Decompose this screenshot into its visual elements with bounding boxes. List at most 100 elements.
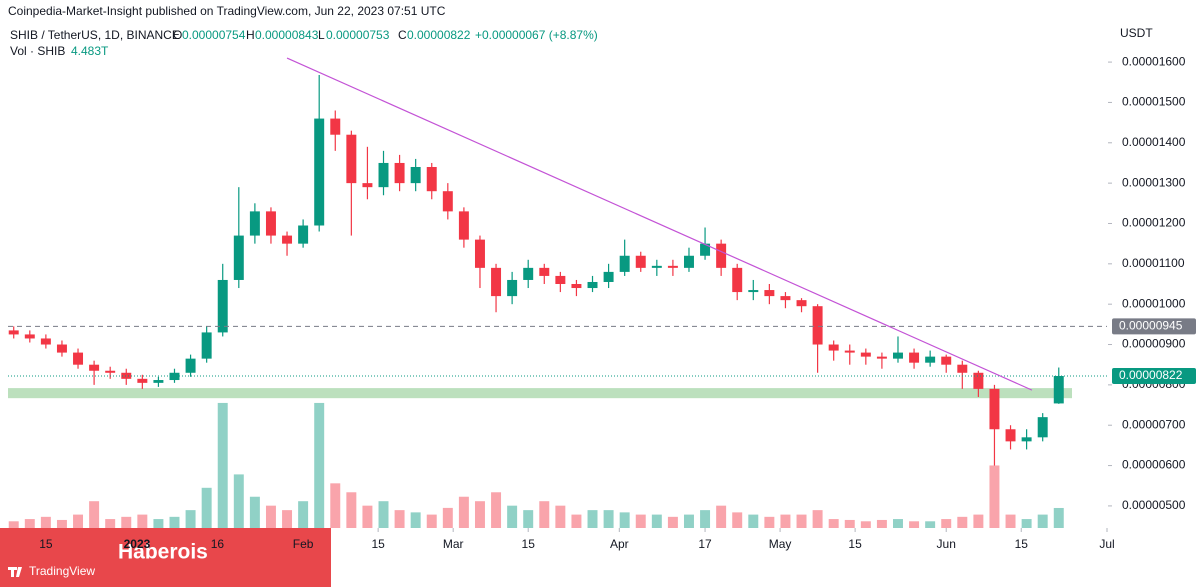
volume-bar: [989, 465, 1000, 528]
x-tick-label: Jun: [937, 537, 956, 551]
volume-bar: [346, 492, 357, 528]
x-tick-label: Mar: [443, 537, 464, 551]
y-tick-label: 0.00000700: [1122, 417, 1186, 431]
candle-body: [169, 372, 180, 381]
volume-bar: [249, 496, 260, 528]
open-label: O: [173, 28, 182, 42]
candle-body: [876, 356, 887, 359]
volume-label: Vol · SHIB: [10, 44, 65, 58]
candle-body: [442, 191, 453, 212]
volume-bar: [539, 501, 550, 528]
y-tick-label: 0.00001300: [1122, 175, 1186, 189]
volume-bar: [201, 487, 212, 528]
volume-bar: [716, 505, 727, 528]
volume-bar: [893, 519, 903, 528]
candle-body: [217, 279, 228, 333]
candle-body: [233, 235, 244, 280]
trendline: [286, 57, 1033, 391]
volume-bar: [635, 514, 646, 528]
volume-bar: [105, 519, 116, 528]
candle-body: [394, 162, 405, 184]
candle-body: [185, 358, 196, 373]
x-tick-label: 2023: [124, 537, 151, 551]
volume-bar: [619, 512, 630, 528]
candle-body: [458, 211, 469, 240]
candle-body: [265, 211, 276, 236]
candle-body: [474, 239, 485, 268]
candle-body: [716, 243, 727, 268]
price-badge-label: 0.00000945: [1119, 319, 1183, 333]
candle-body: [603, 271, 614, 282]
volume-bar: [378, 501, 389, 528]
volume-bar: [796, 514, 807, 528]
candle-body: [812, 306, 823, 345]
x-tick-label: Feb: [293, 537, 314, 551]
support-zone: [8, 388, 1072, 399]
publisher-line: Coinpedia-Market-Insight published on Tr…: [8, 4, 446, 18]
candle-body: [828, 344, 839, 351]
volume-bar: [233, 474, 244, 528]
candle-body: [1005, 429, 1016, 442]
candle-body: [105, 370, 116, 373]
volume-bar: [362, 505, 373, 528]
low-value: 0.00000753: [326, 28, 390, 42]
candle-body: [40, 338, 51, 345]
candle-body: [121, 372, 132, 379]
y-tick-label: 0.00000500: [1122, 498, 1186, 512]
candle-body: [1037, 417, 1048, 438]
candle-body: [635, 255, 646, 268]
candle-body: [410, 166, 421, 184]
candle-body: [619, 255, 630, 272]
volume-bar: [571, 514, 582, 528]
x-tick-label: 15: [1015, 537, 1029, 551]
volume-bar: [1021, 519, 1032, 528]
x-tick-label: 15: [848, 537, 862, 551]
volume-bar: [426, 514, 437, 528]
watermark: Haberois: [118, 541, 208, 564]
close-value: 0.00000822: [407, 28, 471, 42]
price-badge: [1112, 367, 1196, 384]
x-tick-label: Jul: [1099, 537, 1114, 551]
volume-bar: [8, 521, 19, 528]
candle-body: [491, 267, 502, 297]
watermark-banner: [0, 528, 331, 587]
volume-bar: [860, 521, 871, 528]
volume-bar: [410, 512, 421, 528]
candle-body: [56, 344, 67, 353]
x-axis: 15 2023 16 Feb 15 Mar 15 Apr 17 May 15 Jun 15 Jul: [39, 537, 1114, 551]
legend: SHIB / TetherUS, 1D, BINANCE O 0.0000075…: [10, 28, 598, 58]
volume-bar: [523, 510, 534, 528]
candle-body: [555, 275, 566, 284]
volume-bar: [217, 402, 228, 528]
candle-body: [941, 356, 952, 365]
candle-body: [298, 225, 309, 244]
x-tick-label: 15: [522, 537, 536, 551]
candle-body: [925, 356, 936, 363]
volume-bar: [844, 519, 855, 528]
volume-bar: [603, 510, 614, 528]
volume-bar: [394, 510, 405, 528]
volume-bar: [667, 516, 678, 528]
volume-bar: [298, 501, 309, 528]
y-tick-label: 0.00001200: [1122, 216, 1186, 230]
volume-bar: [973, 514, 984, 528]
volume-bar: [587, 510, 598, 528]
volume-bar: [748, 514, 759, 528]
volume-bar: [780, 514, 791, 528]
candle-body: [8, 330, 19, 335]
volume-bar: [24, 519, 35, 528]
candle-body: [539, 267, 550, 276]
x-tick-label: 15: [39, 537, 53, 551]
candle-body: [523, 267, 534, 280]
change: +0.00000067 (+8.87%): [475, 28, 598, 42]
candle-body: [587, 281, 598, 289]
volume-bar: [555, 505, 566, 528]
candle-body: [314, 118, 325, 226]
volume-bar: [491, 492, 502, 528]
volume-bar: [442, 507, 453, 528]
candle-body: [700, 243, 711, 256]
axis-unit: USDT: [1120, 26, 1153, 40]
volume-bar: [828, 519, 839, 528]
